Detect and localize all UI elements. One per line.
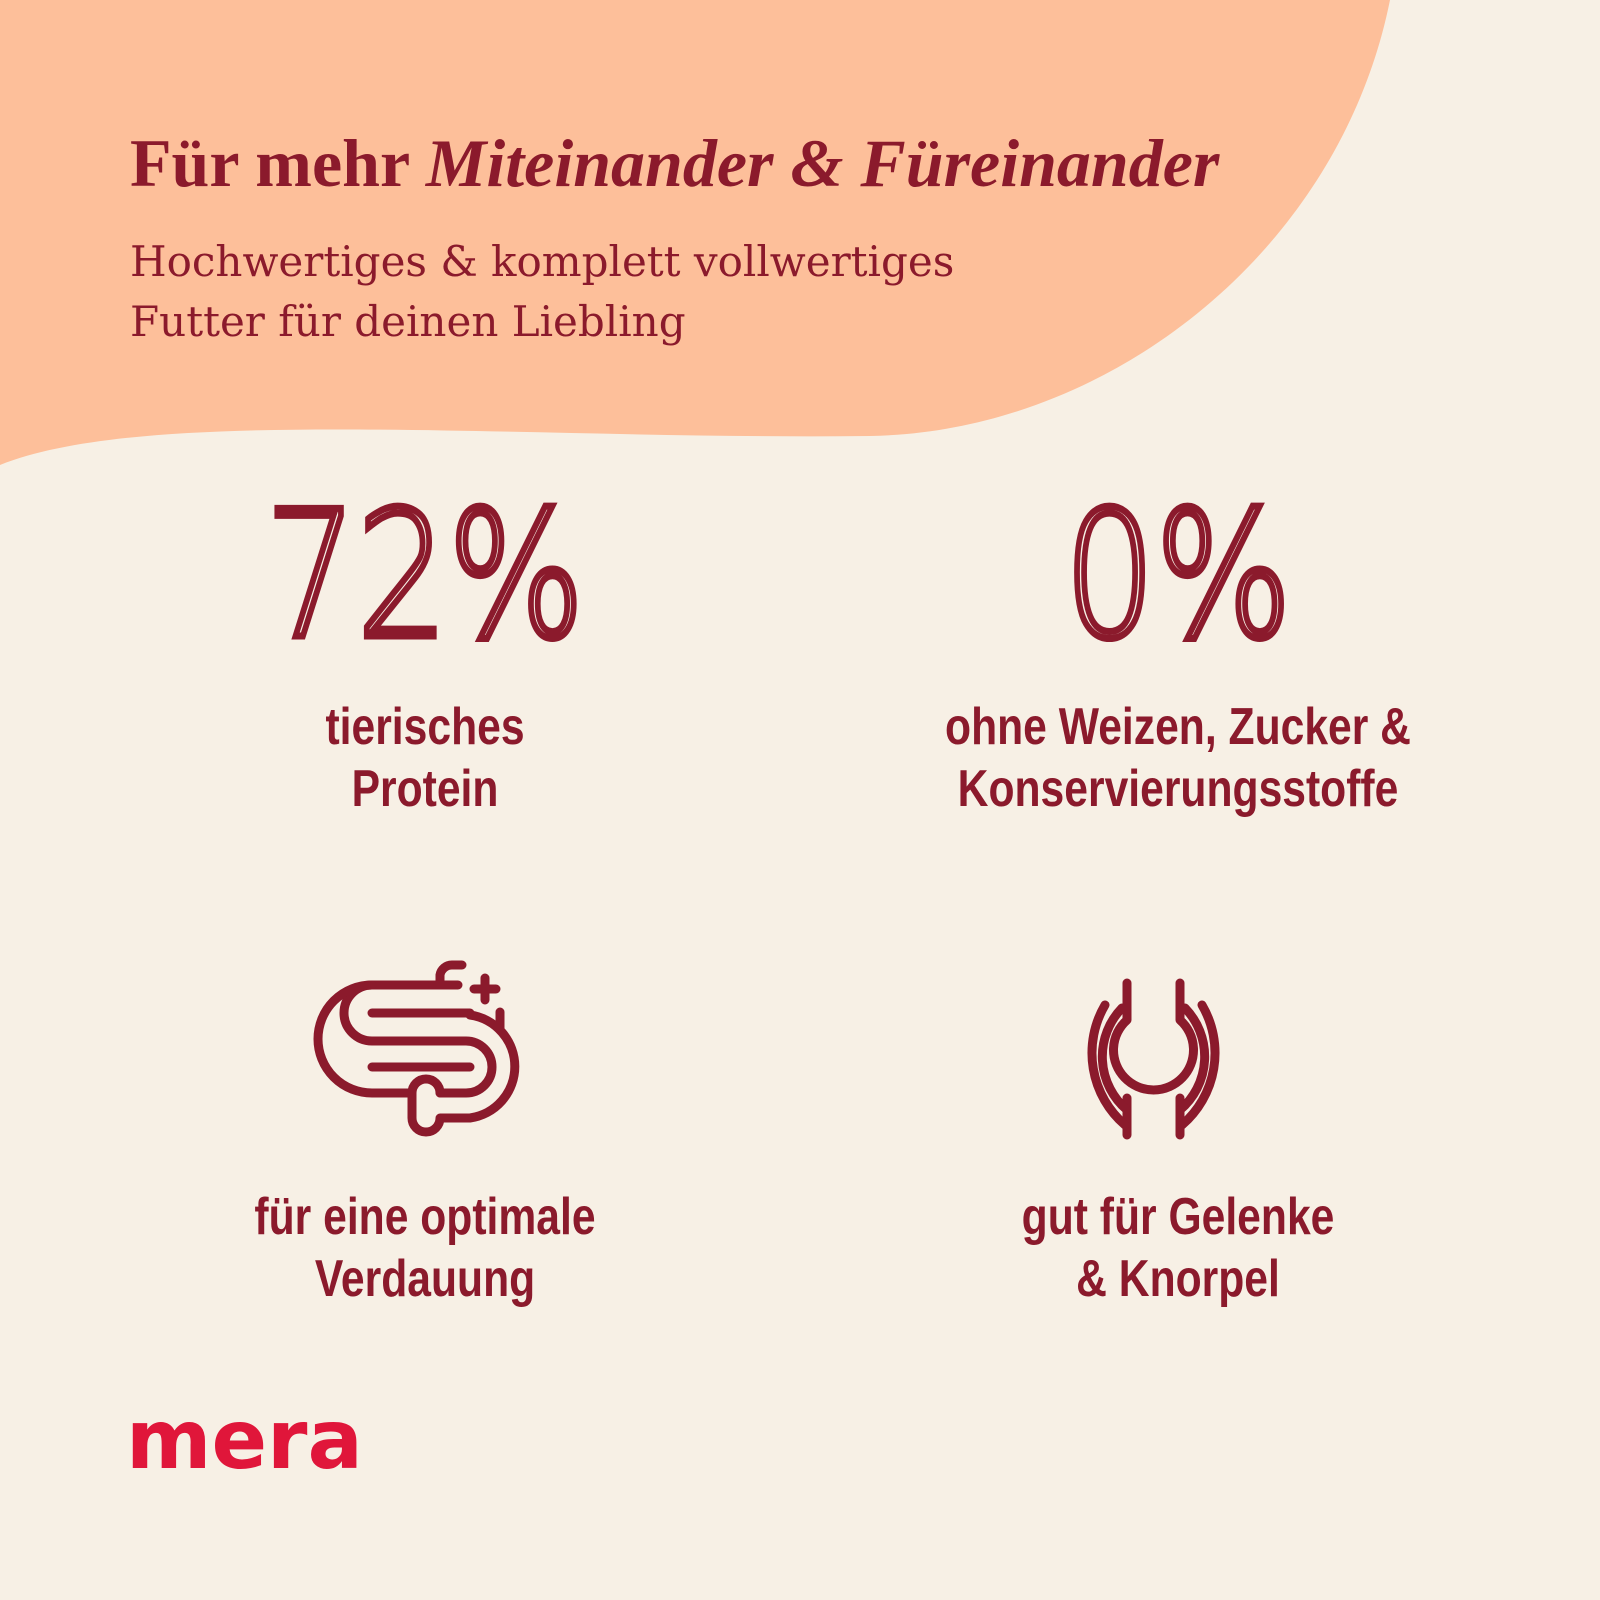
feature-label: tierisches [325, 698, 524, 756]
feature-label: Konservierungsstoffe [958, 760, 1399, 818]
feature-label: gut für Gelenke [1022, 1188, 1335, 1246]
title-plain: Für mehr [130, 125, 409, 201]
subtitle-line: Hochwertiges & komplett vollwertiges [130, 237, 954, 286]
logo: mera [126, 1393, 363, 1488]
feature: 72% tierisches Protein [262, 470, 587, 818]
subtitle-line: Futter für deinen Liebling [130, 297, 686, 346]
figure: 72% [266, 473, 585, 677]
intestine-icon [313, 960, 520, 1137]
feature-label: Verdauung [315, 1250, 535, 1308]
title: Für mehr Miteinander & Füreinander [130, 125, 1220, 201]
title-emphasis: Miteinander & Füreinander [425, 125, 1220, 201]
joint-icon [1087, 978, 1220, 1140]
feature-label: ohne Weizen, Zucker & [945, 698, 1411, 756]
feature-label: Protein [352, 760, 499, 818]
peach-blob [0, 0, 1390, 465]
feature: 0% ohne Weizen, Zucker & Konservierungss… [945, 470, 1411, 818]
figure: 0% [1064, 473, 1292, 677]
feature: für eine optimale Verdauung [254, 1188, 595, 1308]
feature: gut für Gelenke & Knorpel [1022, 1188, 1335, 1308]
feature-label: für eine optimale [254, 1188, 595, 1246]
feature-label: & Knorpel [1076, 1250, 1280, 1308]
